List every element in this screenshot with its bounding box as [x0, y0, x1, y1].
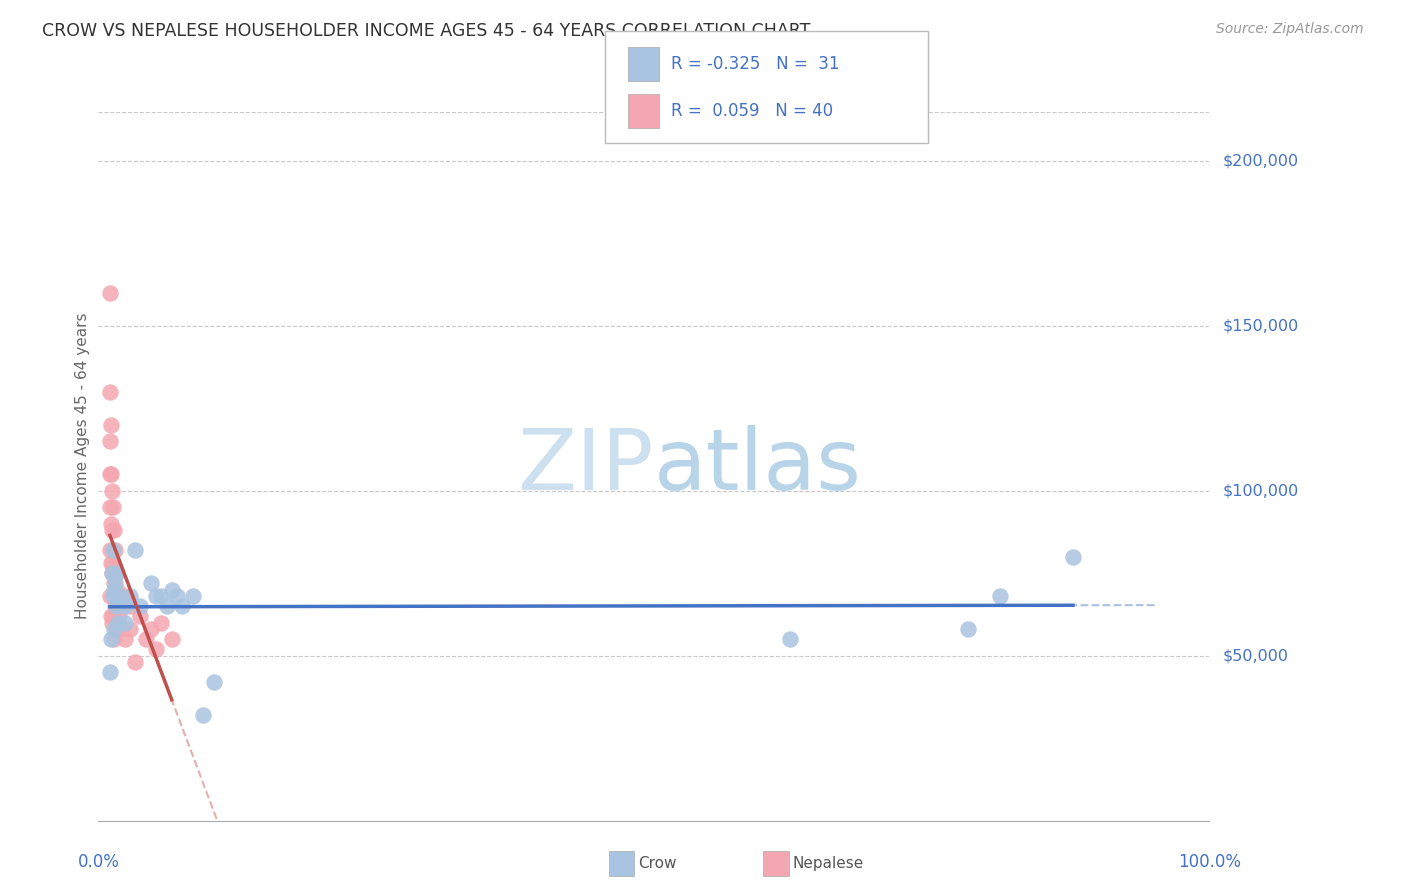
Point	[107, 599, 129, 614]
Text: 0.0%: 0.0%	[77, 853, 120, 871]
Point	[101, 615, 124, 630]
Point	[104, 599, 127, 614]
Point	[103, 524, 125, 538]
Point	[100, 632, 122, 647]
Point	[118, 623, 141, 637]
Point	[166, 590, 188, 604]
Point	[114, 590, 136, 604]
Text: R = -0.325   N =  31: R = -0.325 N = 31	[671, 55, 839, 73]
Point	[103, 576, 125, 591]
Point	[108, 609, 131, 624]
Point	[160, 632, 183, 647]
Point	[957, 623, 980, 637]
Text: $100,000: $100,000	[1223, 483, 1299, 499]
Point	[139, 576, 162, 591]
Point	[118, 590, 141, 604]
Point	[101, 543, 124, 558]
Point	[100, 467, 122, 482]
Point	[1062, 549, 1084, 564]
Point	[101, 609, 124, 624]
Point	[105, 582, 128, 597]
Text: $200,000: $200,000	[1223, 153, 1299, 169]
Point	[101, 566, 124, 581]
Text: Source: ZipAtlas.com: Source: ZipAtlas.com	[1216, 22, 1364, 37]
Point	[98, 384, 121, 399]
Point	[150, 590, 173, 604]
Point	[105, 566, 128, 581]
Point	[101, 557, 124, 571]
Text: CROW VS NEPALESE HOUSEHOLDER INCOME AGES 45 - 64 YEARS CORRELATION CHART: CROW VS NEPALESE HOUSEHOLDER INCOME AGES…	[42, 22, 810, 40]
Point	[103, 632, 125, 647]
Point	[145, 590, 167, 604]
Point	[139, 623, 162, 637]
Text: Crow: Crow	[638, 856, 676, 871]
Point	[101, 566, 124, 581]
Point	[103, 623, 125, 637]
Point	[101, 500, 124, 515]
Point	[114, 615, 136, 630]
Y-axis label: Householder Income Ages 45 - 64 years: Householder Income Ages 45 - 64 years	[75, 313, 90, 619]
Text: R =  0.059   N = 40: R = 0.059 N = 40	[671, 102, 832, 120]
Point	[150, 615, 173, 630]
Point	[108, 590, 131, 604]
Point	[104, 576, 127, 591]
Point	[779, 632, 801, 647]
Text: atlas: atlas	[654, 425, 862, 508]
Point	[155, 599, 177, 614]
Point	[98, 543, 121, 558]
Point	[129, 599, 152, 614]
Point	[202, 675, 225, 690]
Point	[103, 582, 125, 597]
Point	[988, 590, 1011, 604]
Point	[101, 483, 124, 498]
Point	[98, 500, 121, 515]
Point	[104, 543, 127, 558]
Text: $50,000: $50,000	[1223, 648, 1289, 664]
Text: Nepalese: Nepalese	[793, 856, 865, 871]
Point	[101, 524, 124, 538]
Point	[124, 543, 146, 558]
Point	[135, 632, 157, 647]
Point	[98, 665, 121, 680]
Point	[107, 615, 129, 630]
Point	[100, 516, 122, 531]
Point	[105, 599, 128, 614]
Point	[110, 623, 132, 637]
Point	[160, 582, 183, 597]
Point	[101, 590, 124, 604]
Point	[118, 599, 141, 614]
Point	[98, 434, 121, 449]
Point	[100, 609, 122, 624]
Text: $150,000: $150,000	[1223, 318, 1299, 334]
Point	[98, 467, 121, 482]
Point	[193, 708, 215, 723]
Point	[100, 417, 122, 432]
Point	[98, 285, 121, 300]
Point	[172, 599, 194, 614]
Text: 100.0%: 100.0%	[1178, 853, 1240, 871]
Point	[145, 642, 167, 657]
Point	[105, 566, 128, 581]
Point	[181, 590, 204, 604]
Point	[100, 557, 122, 571]
Point	[114, 632, 136, 647]
Point	[114, 599, 136, 614]
Point	[129, 609, 152, 624]
Text: ZIP: ZIP	[517, 425, 654, 508]
Point	[98, 590, 121, 604]
Point	[124, 656, 146, 670]
